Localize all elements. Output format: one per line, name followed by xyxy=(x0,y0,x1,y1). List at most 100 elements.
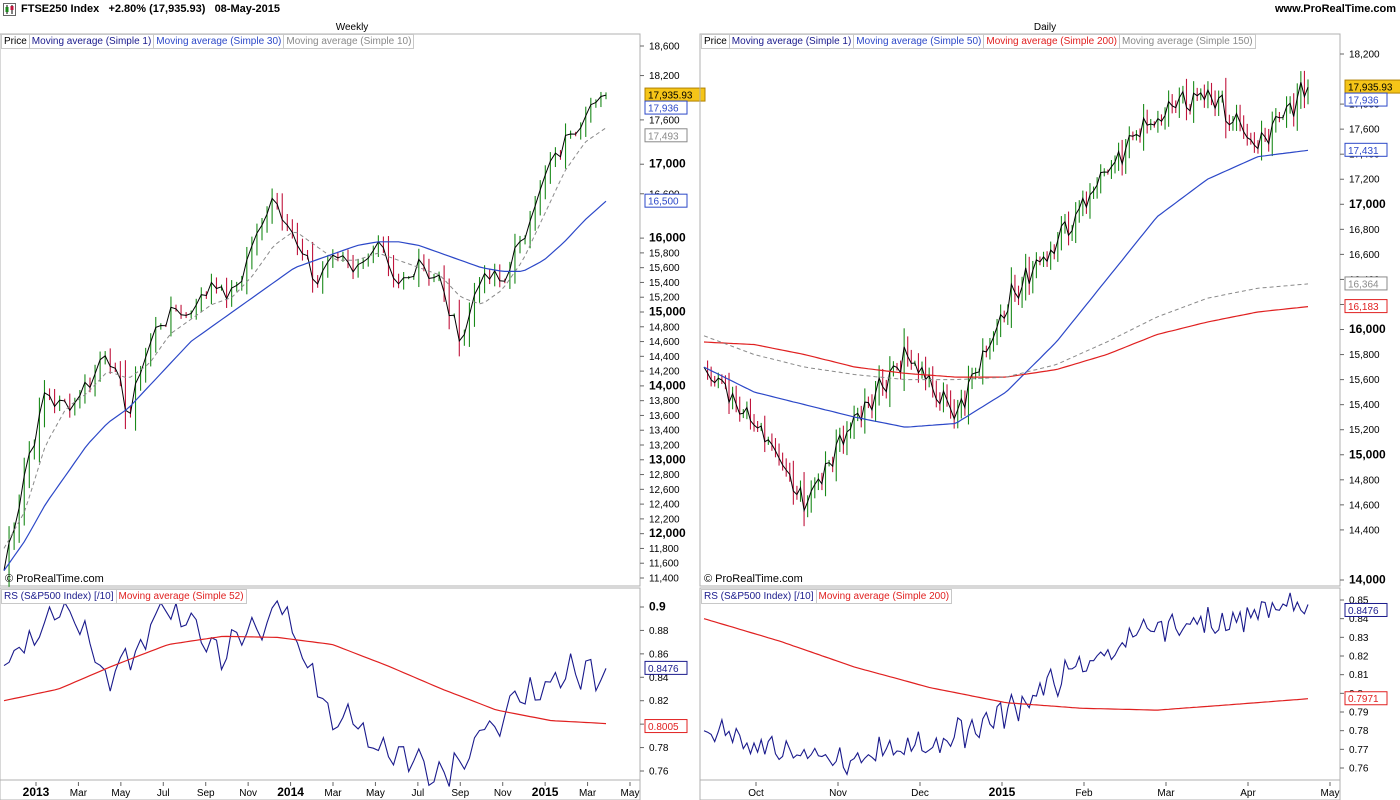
weekly-price-frame xyxy=(0,33,641,587)
y-tick-label: 0.81 xyxy=(1349,670,1369,681)
daily-legend-item[interactable]: Moving average (Simple 50) xyxy=(853,34,985,49)
daily-x-label: Feb xyxy=(1075,788,1093,799)
y-tick-label: 12,800 xyxy=(649,470,680,481)
y-tick-label: 0.84 xyxy=(649,673,669,684)
weekly-rs-ma-tag-box xyxy=(644,719,688,734)
y-tick-label: 17,600 xyxy=(649,115,680,126)
symbol: FTSE250 Index xyxy=(21,3,100,15)
daily-legend-item[interactable]: Moving average (Simple 200) xyxy=(983,34,1120,49)
daily-rs-legend-item[interactable]: RS (S&P500 Index) [/10] xyxy=(701,589,817,604)
weekly-x-label: Nov xyxy=(494,788,512,799)
weekly-x-label: Sep xyxy=(197,788,215,799)
instrument-title: FTSE250 Index +2.80% (17,935.93) 08-May-… xyxy=(21,3,280,15)
daily-rs-legend[interactable]: RS (S&P500 Index) [/10] Moving average (S… xyxy=(701,589,953,604)
daily-ma200-tag: 16,183 xyxy=(1348,302,1379,313)
weekly-x-label: May xyxy=(366,788,385,799)
weekly-rs-legend[interactable]: RS (S&P500 Index) [/10] Moving average (S… xyxy=(1,589,247,604)
y-tick-label: 14,400 xyxy=(649,352,680,363)
daily-ma150-tag-box xyxy=(1344,276,1388,291)
weekly-legend-item[interactable]: Price xyxy=(1,34,30,49)
weekly-xaxis-frame xyxy=(0,779,641,800)
y-tick-label: 14,400 xyxy=(1349,525,1380,536)
daily-rs-ma-tag-box xyxy=(1344,691,1388,706)
y-tick-label: 14,800 xyxy=(1349,475,1380,486)
daily-x-label: Oct xyxy=(748,788,764,799)
y-tick-label: 14,200 xyxy=(649,367,680,378)
y-tick-label: 11,600 xyxy=(649,559,679,570)
y-tick-label: 15,600 xyxy=(649,263,680,274)
weekly-caption: Weekly xyxy=(336,22,369,33)
weekly-ma30-line xyxy=(3,200,607,571)
y-tick-label: 13,200 xyxy=(649,441,680,452)
daily-xaxis-frame xyxy=(699,779,1341,800)
y-tick-label: 17,600 xyxy=(1349,125,1380,136)
daily-ma200-tag-box xyxy=(1344,299,1388,314)
daily-legend-item[interactable]: Moving average (Simple 1) xyxy=(728,34,855,49)
y-tick-label: 16,000 xyxy=(1349,322,1386,336)
site-link[interactable]: www.ProRealTime.com xyxy=(1274,3,1396,15)
daily-ma150-tag: 16,364 xyxy=(1348,279,1379,290)
y-tick-label: 0.88 xyxy=(649,626,669,637)
weekly-x-label: Mar xyxy=(70,788,88,799)
weekly-legend[interactable]: Price Moving average (Simple 1) Moving ave… xyxy=(1,34,415,49)
weekly-x-label: May xyxy=(621,788,640,799)
y-tick-label: 0.9 xyxy=(649,600,666,614)
weekly-ma1-tag: 17,936 xyxy=(648,104,679,115)
weekly-x-label: 2015 xyxy=(532,785,559,799)
daily-ma200-line xyxy=(703,306,1309,378)
y-tick-label: 18,200 xyxy=(1349,50,1380,61)
y-tick-label: 14,600 xyxy=(1349,500,1380,511)
daily-ma50-tag-box xyxy=(1344,142,1388,157)
y-tick-label: 15,800 xyxy=(1349,350,1380,361)
weekly-legend-item[interactable]: Moving average (Simple 30) xyxy=(153,34,285,49)
daily-x-label: Mar xyxy=(1157,788,1175,799)
y-tick-label: 17,000 xyxy=(649,157,686,171)
daily-rs-line xyxy=(703,592,1309,776)
y-tick-label: 0.85 xyxy=(1349,596,1369,607)
weekly-x-label: 2014 xyxy=(277,785,304,799)
y-tick-label: 15,200 xyxy=(649,293,680,304)
daily-x-label: Apr xyxy=(1240,788,1256,799)
y-tick-label: 16,600 xyxy=(1349,250,1380,261)
weekly-x-label: May xyxy=(111,788,130,799)
weekly-rs-tag-box xyxy=(644,660,688,675)
y-tick-label: 15,400 xyxy=(649,278,680,289)
y-tick-label: 0.78 xyxy=(1349,726,1369,737)
weekly-x-label: Jul xyxy=(411,788,424,799)
daily-x-label: May xyxy=(1321,788,1340,799)
weekly-ma30-tag: 16,500 xyxy=(648,197,679,208)
y-tick-label: 11,800 xyxy=(649,544,679,555)
y-tick-label: 14,000 xyxy=(649,378,686,392)
daily-legend-item[interactable]: Price xyxy=(701,34,730,49)
weekly-price-line xyxy=(3,94,607,571)
y-tick-label: 17,000 xyxy=(1349,197,1386,211)
weekly-ma30-tag-box xyxy=(644,193,688,208)
y-tick-label: 13,600 xyxy=(649,411,680,422)
daily-legend[interactable]: Price Moving average (Simple 1) Moving ave… xyxy=(701,34,1256,49)
weekly-legend-item[interactable]: Moving average (Simple 1) xyxy=(28,34,155,49)
quote-date: 08-May-2015 xyxy=(214,3,280,15)
weekly-rs-tag: 0.8476 xyxy=(648,664,679,675)
y-tick-label: 12,600 xyxy=(649,485,680,496)
daily-ma1-tag-box xyxy=(1344,92,1388,107)
y-tick-label: 13,000 xyxy=(649,452,686,466)
y-tick-label: 15,800 xyxy=(649,248,680,259)
y-tick-label: 15,400 xyxy=(1349,400,1380,411)
y-tick-label: 13,400 xyxy=(649,426,680,437)
daily-rs-frame xyxy=(699,587,1341,781)
weekly-rs-legend-item[interactable]: RS (S&P500 Index) [/10] xyxy=(1,589,117,604)
daily-x-label: Nov xyxy=(829,788,847,799)
weekly-rs-legend-item[interactable]: Moving average (Simple 52) xyxy=(115,589,247,604)
daily-rs-legend-item[interactable]: Moving average (Simple 200) xyxy=(815,589,953,604)
y-tick-label: 15,600 xyxy=(1349,375,1380,386)
top-bar: FTSE250 Index +2.80% (17,935.93) 08-May-… xyxy=(0,0,1400,19)
y-tick-label: 11,400 xyxy=(649,574,679,585)
weekly-rs-line xyxy=(3,599,607,787)
y-tick-label: 15,000 xyxy=(649,305,686,319)
daily-legend-item[interactable]: Moving average (Simple 150) xyxy=(1118,34,1256,49)
daily-last-tag: 17,935.93 xyxy=(1348,83,1393,94)
weekly-legend-item[interactable]: Moving average (Simple 10) xyxy=(283,34,415,49)
daily-rs-tag-box xyxy=(1344,602,1388,617)
weekly-ma10-tag-box xyxy=(644,128,688,143)
